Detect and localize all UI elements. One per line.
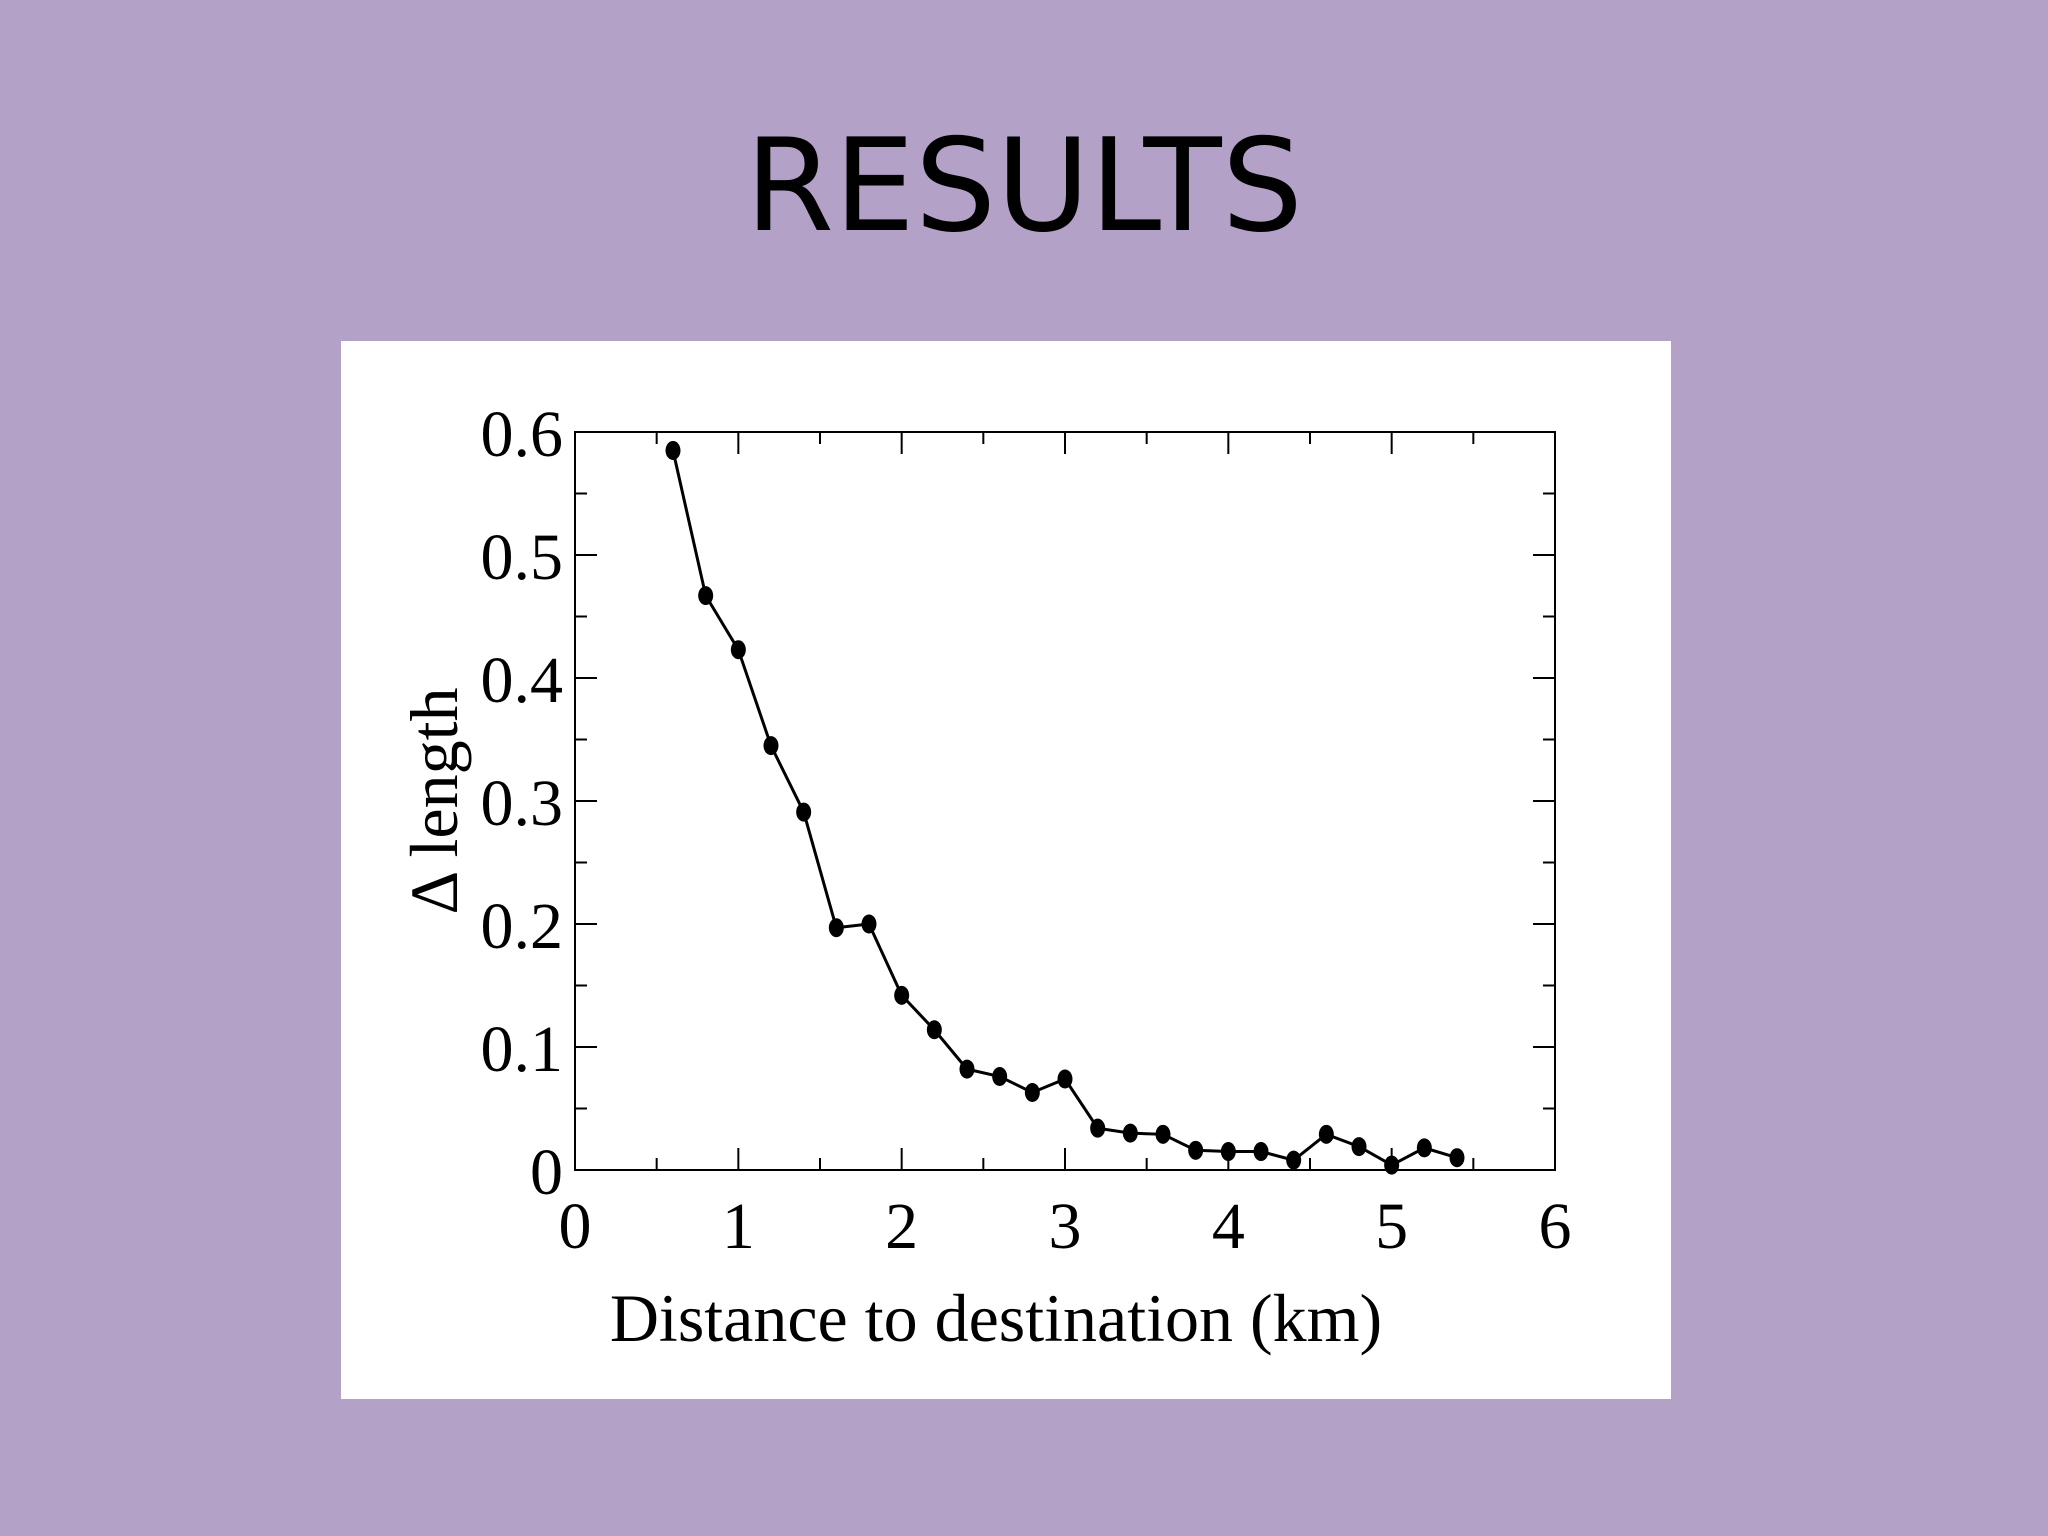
y-tick-label: 0 xyxy=(530,1136,563,1209)
data-point xyxy=(828,918,844,938)
data-point xyxy=(1122,1123,1138,1143)
data-point xyxy=(992,1067,1008,1087)
data-point xyxy=(926,1020,942,1040)
data-point xyxy=(1188,1140,1204,1160)
y-tick-label: 0.5 xyxy=(481,521,564,594)
x-tick-label: 2 xyxy=(885,1190,918,1263)
y-tick-labels: 0 0.1 0.2 0.3 0.4 0.5 0.6 xyxy=(481,398,564,1209)
data-point xyxy=(796,802,812,822)
data-point xyxy=(1253,1142,1269,1162)
data-point xyxy=(1449,1148,1465,1168)
x-tick-label: 3 xyxy=(1049,1190,1082,1263)
data-point xyxy=(1318,1124,1334,1144)
data-point xyxy=(730,640,746,660)
y-tick-label: 0.2 xyxy=(481,890,564,963)
data-point xyxy=(1090,1118,1106,1138)
x-tick-label: 5 xyxy=(1375,1190,1408,1263)
x-tick-label: 1 xyxy=(722,1190,755,1263)
data-point xyxy=(1351,1137,1367,1157)
y-tick-label: 0.1 xyxy=(481,1013,564,1086)
x-tick-label: 6 xyxy=(1539,1190,1572,1263)
plot-frame xyxy=(574,431,1556,1171)
data-point xyxy=(861,914,877,934)
data-point xyxy=(665,440,681,460)
series-line xyxy=(671,450,1458,1167)
x-tick-labels: 0 1 2 3 4 5 6 xyxy=(559,1190,1572,1263)
data-point xyxy=(1057,1069,1073,1089)
y-tick-label: 0.3 xyxy=(481,767,564,840)
series-layer xyxy=(665,440,1465,1175)
chart-panel: 0 1 2 3 4 5 6 0 0.1 0.2 0.3 0.4 0.5 0.6 Distance to … xyxy=(341,341,1671,1399)
axis-ticks xyxy=(574,431,1556,1171)
y-tick-label: 0.4 xyxy=(481,644,564,717)
data-point xyxy=(1286,1150,1302,1170)
line-chart: 0 1 2 3 4 5 6 0 0.1 0.2 0.3 0.4 0.5 0.6 Distance to … xyxy=(396,398,1572,1356)
x-tick-label: 0 xyxy=(559,1190,592,1263)
y-axis-label: Δ length xyxy=(396,688,472,915)
data-point xyxy=(698,586,714,606)
y-tick-label: 0.6 xyxy=(481,398,564,471)
data-point xyxy=(1155,1124,1171,1144)
data-point xyxy=(763,736,779,756)
data-point xyxy=(1416,1138,1432,1158)
data-point xyxy=(894,985,910,1005)
data-point xyxy=(1024,1083,1040,1103)
x-axis-label: Distance to destination (km) xyxy=(610,1280,1382,1356)
slide-title: RESULTS xyxy=(745,112,1303,261)
data-point xyxy=(1384,1155,1400,1175)
x-tick-label: 4 xyxy=(1212,1190,1245,1263)
data-point xyxy=(959,1059,975,1079)
data-point xyxy=(1220,1142,1236,1162)
